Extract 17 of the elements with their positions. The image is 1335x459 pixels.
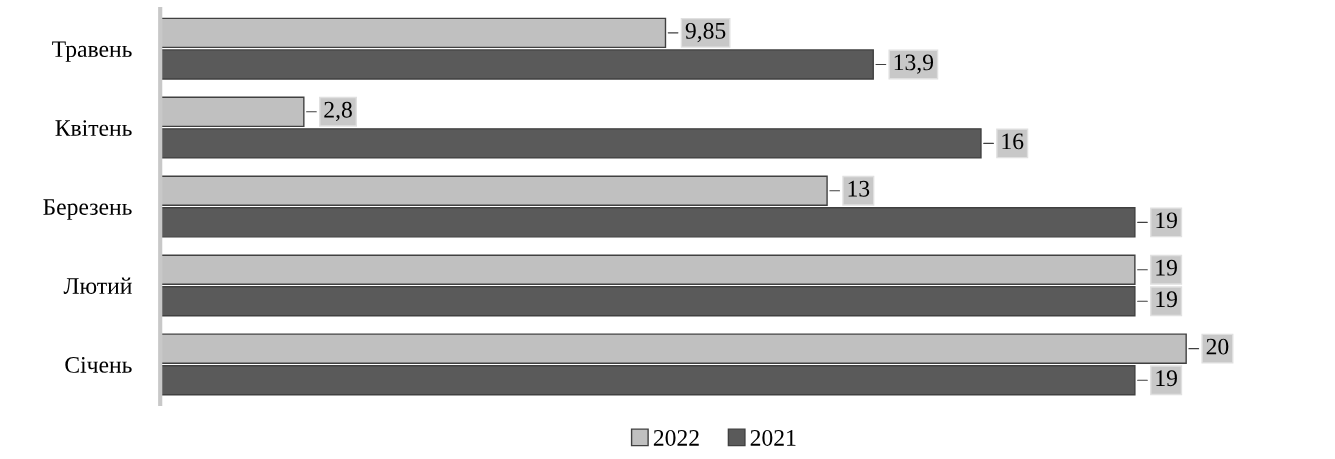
y-tick-label: Травень xyxy=(52,41,132,62)
legend-label: 2022 xyxy=(653,429,699,446)
data-label: 9,85 xyxy=(685,22,726,43)
data-label: 2,8 xyxy=(324,101,352,122)
data-label: 19 xyxy=(1156,212,1177,229)
y-tick-label: Лютий xyxy=(63,277,132,294)
legend-label: 2021 xyxy=(750,429,796,446)
y-tick-label: Січень xyxy=(65,357,132,373)
data-label: 20 xyxy=(1206,338,1229,355)
data-label: 19 xyxy=(1156,291,1177,308)
y-tick-label: Квітень xyxy=(55,120,132,137)
data-label: 19 xyxy=(1156,259,1177,276)
data-label: 13,9 xyxy=(894,54,934,74)
data-label: 13 xyxy=(848,180,870,197)
data-label: 19 xyxy=(1156,370,1177,387)
y-tick-label: Березень xyxy=(43,199,132,220)
data-label: 16 xyxy=(1002,133,1024,150)
